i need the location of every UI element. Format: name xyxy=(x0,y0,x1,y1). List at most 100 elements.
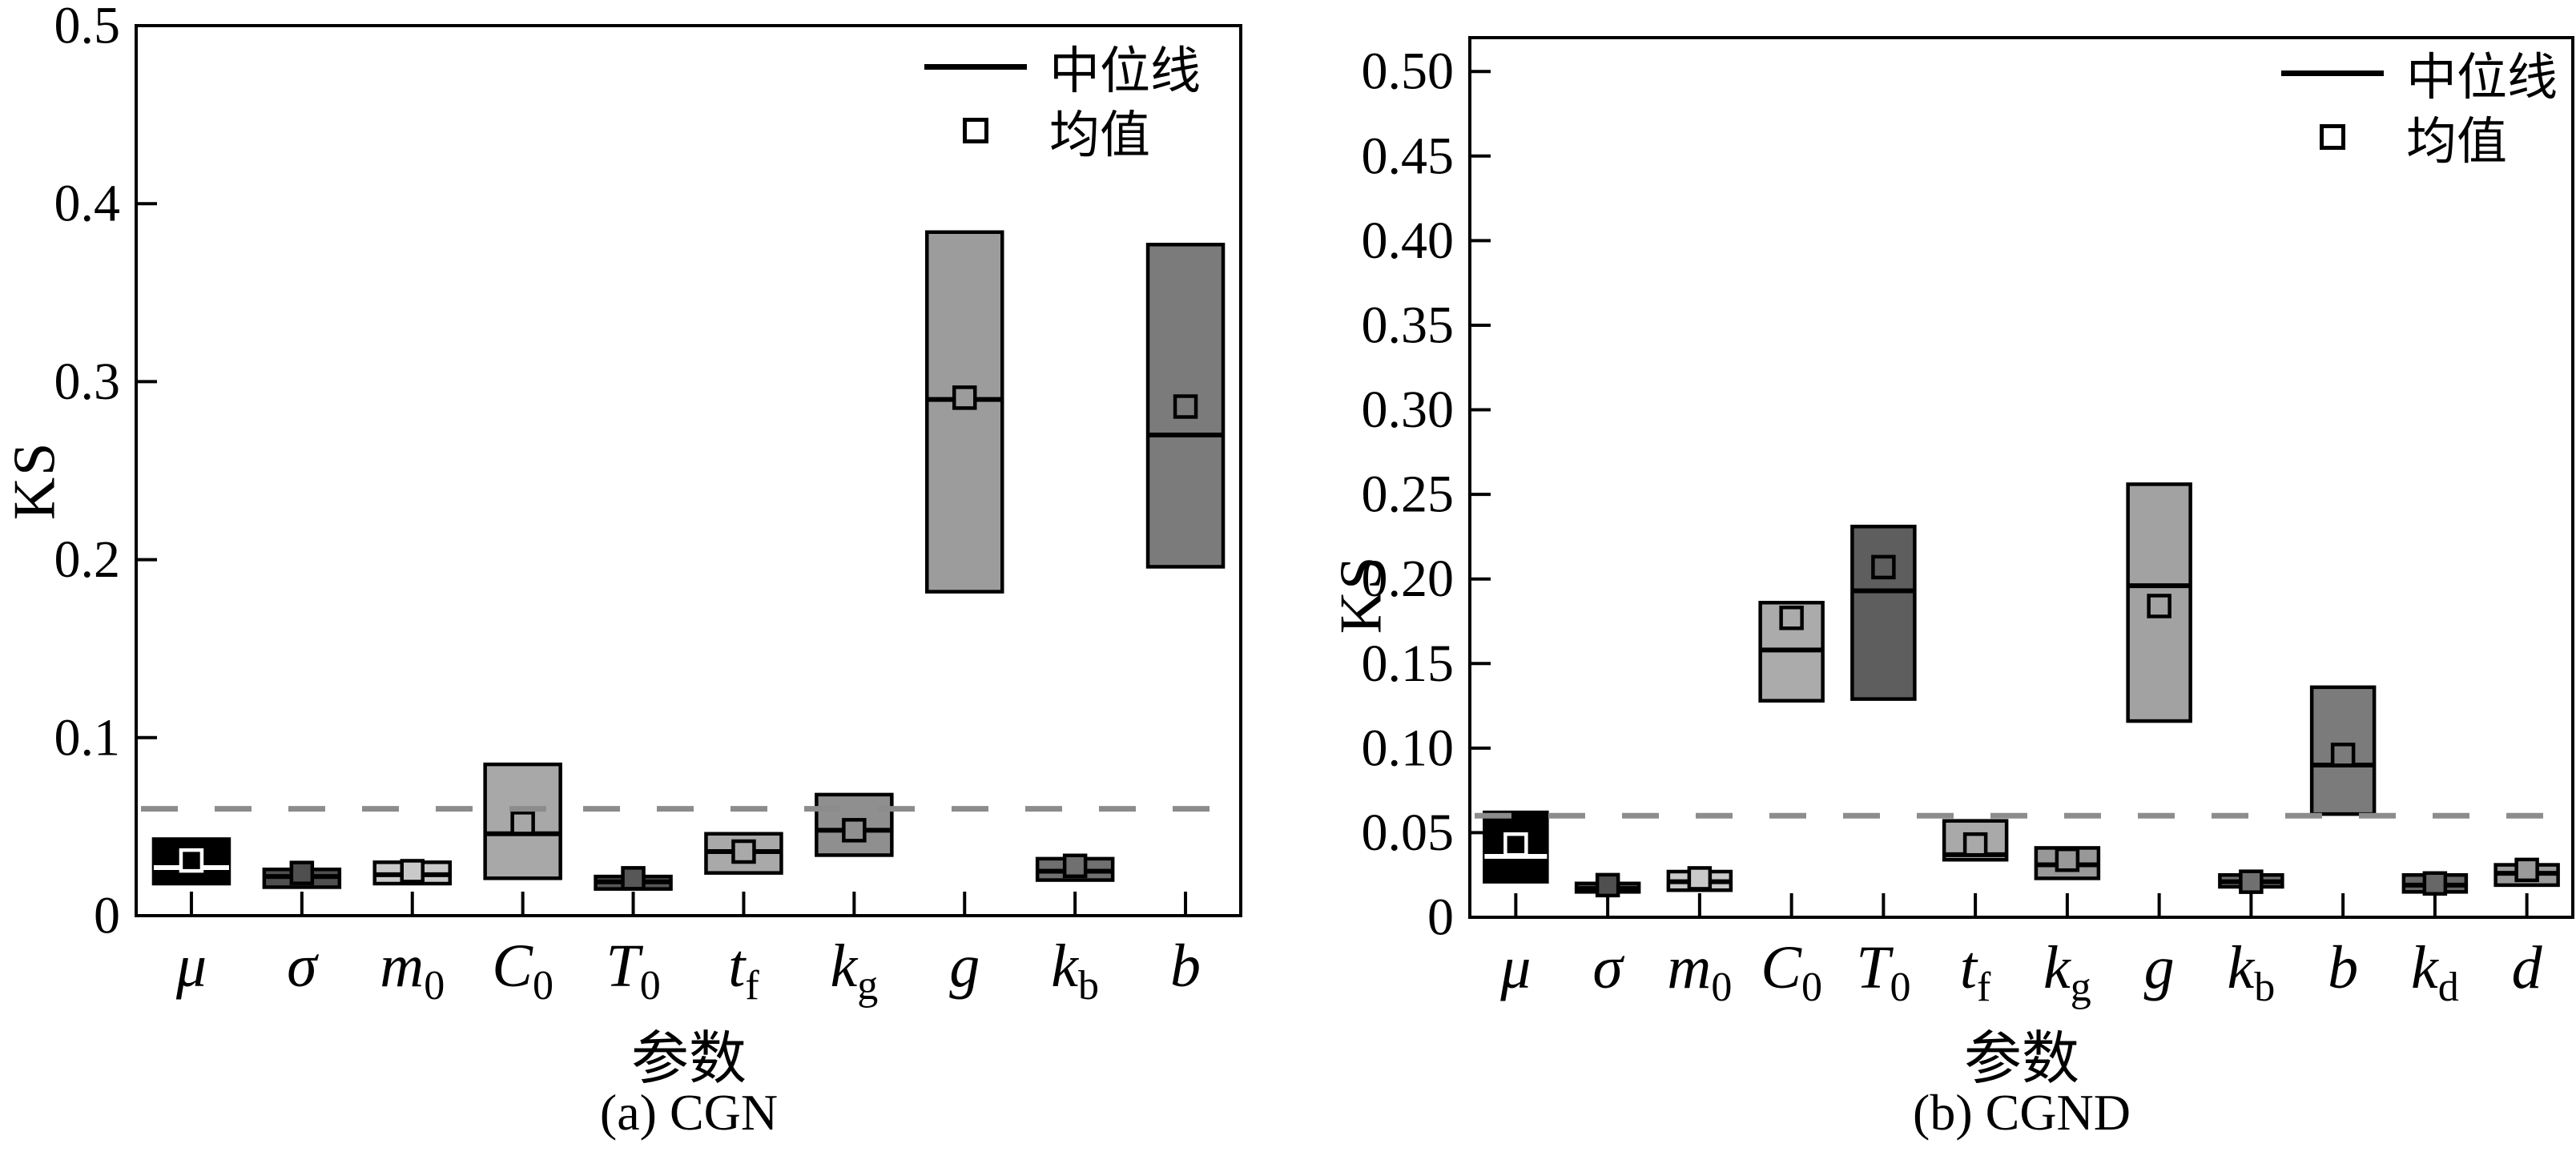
legend-median-label: 中位线 xyxy=(2406,49,2558,106)
y-tick-label: 0.30 xyxy=(1362,381,1455,439)
legend-item-median: 中位线 xyxy=(923,40,1201,99)
mean-marker-icon xyxy=(963,118,988,143)
x-tick-label: tf xyxy=(1960,934,1991,1010)
x-tick-label: tf xyxy=(728,932,759,1009)
x-tick-label: μ xyxy=(1499,934,1531,1001)
cgn-boxplot-canvas: 0 0.1 0.2 0.3 0.4 0.5 μ σ m0 C0 T0 tf kg g kb b xyxy=(54,0,1242,1009)
legend-item-median: 中位线 xyxy=(2280,46,2558,106)
y-tick-label: 0.3 xyxy=(54,352,121,411)
box-tf xyxy=(1942,819,2009,862)
box-g xyxy=(925,230,1004,594)
mean-marker xyxy=(2330,743,2356,767)
mean-marker xyxy=(1962,832,1988,857)
y-tick-label: 0.1 xyxy=(54,708,121,767)
box-mu xyxy=(151,837,231,886)
x-tick-label: C0 xyxy=(492,932,553,1009)
mean-marker xyxy=(1687,866,1713,891)
x-axis-title-cgn: 参数 xyxy=(630,1027,747,1091)
panel-cgnd: 0 0.05 0.10 0.15 0.20 0.25 0.30 0.35 0.40 0.45 0.5… xyxy=(1288,0,2576,1160)
y-tick-label: 0.10 xyxy=(1362,719,1455,777)
y-tick-label: 0.45 xyxy=(1362,127,1455,185)
mean-marker-icon xyxy=(2320,124,2345,150)
median-line-icon xyxy=(2281,70,2384,76)
mean-marker xyxy=(400,859,425,884)
iqr-box xyxy=(925,230,1004,594)
x-tick-label: σ xyxy=(1592,934,1624,1001)
box-mu xyxy=(1483,810,1549,884)
box-kd xyxy=(2401,871,2469,896)
y-tick-label: 0.35 xyxy=(1362,296,1455,354)
mean-marker xyxy=(2239,869,2264,894)
box-kg xyxy=(2034,846,2101,880)
mean-marker xyxy=(1503,832,1528,857)
box-sigma xyxy=(1574,872,1641,898)
x-tick-label: kb xyxy=(1051,932,1099,1009)
x-tick-label: T0 xyxy=(1856,934,1910,1010)
x-tick-label: m0 xyxy=(1667,934,1732,1010)
legend-cgnd: 中位线 均值 xyxy=(2280,46,2558,170)
y-tick-label: 0.40 xyxy=(1362,211,1455,270)
x-tick-label: T0 xyxy=(606,932,660,1009)
box-d xyxy=(2493,857,2560,888)
y-tick-label: 0 xyxy=(94,887,120,945)
box-sigma xyxy=(262,860,342,889)
x-tick-label: b xyxy=(2328,934,2358,1001)
legend-item-mean: 均值 xyxy=(2280,111,2558,170)
mean-marker xyxy=(289,860,315,885)
legend-mean-label: 均值 xyxy=(1049,107,1150,163)
mean-marker xyxy=(1871,554,1896,580)
box-kb xyxy=(2218,869,2284,894)
box-C0 xyxy=(483,762,562,880)
box-C0 xyxy=(1758,601,1825,703)
x-tick-label: b xyxy=(1170,932,1201,1000)
box-g xyxy=(2126,482,2192,723)
x-tick-label: C0 xyxy=(1761,934,1822,1010)
box-T0 xyxy=(594,866,673,891)
plot-frame xyxy=(1468,36,2574,919)
legend-item-mean: 均值 xyxy=(923,104,1201,163)
x-tick-label: g xyxy=(2144,934,2175,1001)
mean-marker xyxy=(2147,594,2171,618)
x-tick-label: kd xyxy=(2411,934,2459,1010)
y-tick-label: 0.20 xyxy=(1362,550,1455,608)
caption-cgn: (a) CGN xyxy=(599,1084,779,1141)
mean-marker xyxy=(179,848,204,873)
mean-marker xyxy=(1595,872,1620,898)
caption-cgnd: (b) CGND xyxy=(1913,1084,2131,1141)
y-tick-label: 0.15 xyxy=(1362,634,1455,693)
mean-marker xyxy=(2055,847,2080,872)
mean-marker xyxy=(952,385,977,410)
panel-cgn: 0 0.1 0.2 0.3 0.4 0.5 μ σ m0 C0 T0 tf kg g kb b KS 中位线 … xyxy=(2,0,1242,1141)
cgnd-boxplot-canvas: 0 0.05 0.10 0.15 0.20 0.25 0.30 0.35 0.40 0.45 0.5… xyxy=(1362,36,2574,1010)
box-kg xyxy=(815,792,894,857)
y-tick-label: 0.05 xyxy=(1362,804,1455,862)
x-tick-label: σ xyxy=(287,932,319,1000)
box-b xyxy=(1145,243,1226,569)
x-tick-label: d xyxy=(2512,934,2543,1001)
x-tick-label: g xyxy=(949,932,980,1000)
box-tf xyxy=(704,832,783,875)
y-axis-title-cgn: KS xyxy=(2,441,68,521)
x-tick-label: μ xyxy=(175,932,207,1000)
y-tick-label: 0 xyxy=(1427,888,1454,947)
y-tick-label: 0.5 xyxy=(54,0,121,55)
box-T0 xyxy=(1850,524,1917,701)
mean-marker xyxy=(731,839,756,864)
x-tick-label: kg xyxy=(2043,934,2091,1010)
mean-marker xyxy=(1062,853,1088,879)
x-axis-title-cgnd: 参数 xyxy=(1963,1027,2080,1091)
y-axis-title-cgnd: KS xyxy=(1328,554,1395,634)
box-b xyxy=(2309,685,2377,816)
box-m0 xyxy=(1666,866,1733,892)
x-tick-label: m0 xyxy=(380,932,445,1009)
plot-frame xyxy=(135,24,1242,917)
y-tick-label: 0.4 xyxy=(54,175,121,233)
mean-marker xyxy=(1173,394,1198,419)
box-m0 xyxy=(372,859,452,886)
mean-marker xyxy=(2514,857,2539,883)
iqr-box xyxy=(1850,524,1917,701)
legend-cgn: 中位线 均值 xyxy=(923,40,1201,163)
legend-median-label: 中位线 xyxy=(1049,42,1201,99)
box-kb xyxy=(1035,853,1115,882)
